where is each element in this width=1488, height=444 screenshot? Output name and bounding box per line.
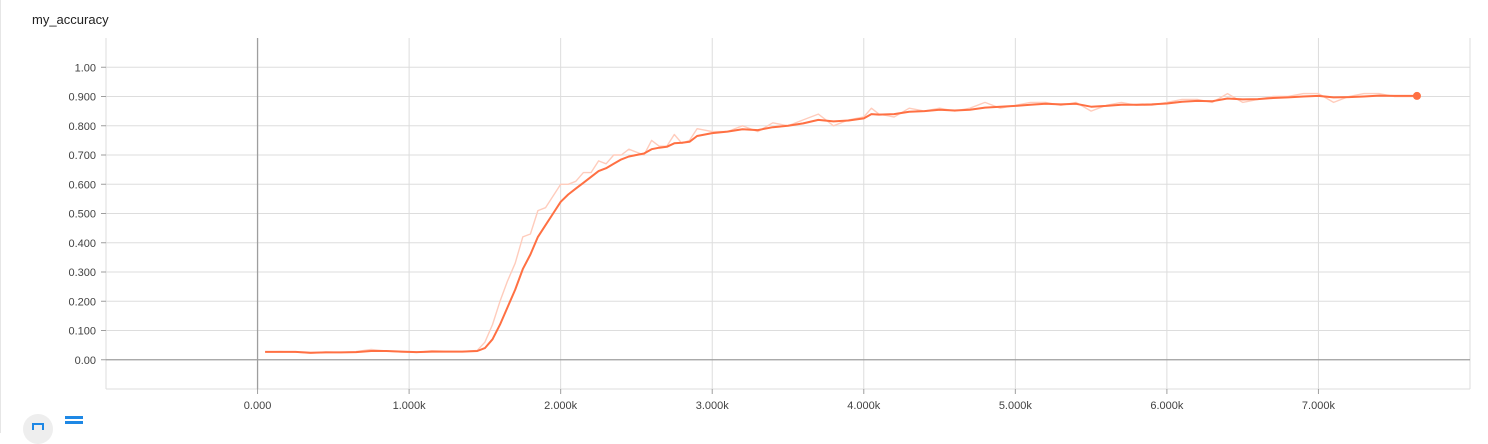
y-tick-label: 0.200 (68, 296, 96, 308)
y-tick-label: 0.600 (68, 179, 96, 191)
y-tick-label: 0.00 (75, 355, 96, 367)
x-tick-label: 7.000k (1302, 400, 1336, 412)
fullscreen-button[interactable] (23, 414, 53, 444)
y-tick-label: 0.800 (68, 121, 96, 133)
chart-title: my_accuracy (32, 12, 109, 27)
y-tick-label: 1.00 (75, 62, 96, 74)
y-tick-label: 0.300 (68, 267, 96, 279)
x-axis-ticks: 0.000 1.000k 2.000k 3.000k 4.000k 5.000k 6.000… (244, 389, 1336, 412)
y-tick-label: 0.900 (68, 92, 96, 104)
x-tick-label: 0.000 (244, 400, 272, 412)
y-axis-ticks: 0.00 0.100 0.200 0.300 0.400 0.500 0.600 0.700 0… (68, 62, 106, 367)
fullscreen-icon (32, 423, 39, 430)
y-tick-label: 0.700 (68, 150, 96, 162)
grid (105, 38, 1471, 390)
y-tick-label: 0.500 (68, 209, 96, 221)
y-tick-label: 0.100 (68, 326, 96, 338)
raw-series-line (265, 92, 1417, 354)
x-tick-label: 3.000k (696, 400, 730, 412)
x-tick-label: 5.000k (999, 400, 1033, 412)
x-tick-label: 4.000k (847, 400, 881, 412)
y-tick-label: 0.400 (68, 238, 96, 250)
x-tick-label: 6.000k (1150, 400, 1184, 412)
toggle-data-button[interactable] (65, 414, 83, 434)
accuracy-chart[interactable]: 0.000 1.000k 2.000k 3.000k 4.000k 5.000k 6.000… (1, 0, 1488, 433)
last-value-point (1412, 91, 1421, 100)
x-tick-label: 1.000k (393, 400, 427, 412)
x-tick-label: 2.000k (544, 400, 578, 412)
list-lines-icon (65, 416, 83, 419)
axes (106, 38, 1470, 389)
series (265, 91, 1421, 354)
fullscreen-icon-corner (37, 423, 44, 430)
smoothed-series-line (265, 94, 1417, 354)
list-lines-icon-bar (65, 421, 83, 424)
